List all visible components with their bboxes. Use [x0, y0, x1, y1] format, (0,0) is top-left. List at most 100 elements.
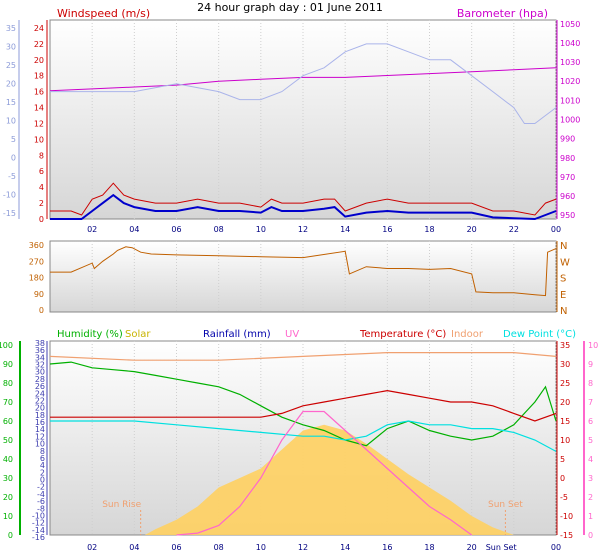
tick-label-temp-left: -14 [32, 526, 45, 535]
tick-label-temp-left: 28 [35, 375, 45, 384]
tick-label-uv: 2 [588, 493, 593, 502]
tick-label-wind: 18 [34, 72, 44, 81]
x-tick-label-bottom: 04 [129, 543, 139, 552]
tick-label-direction: 360 [29, 241, 44, 250]
series-label: Temperature (°C) [359, 329, 446, 340]
x-tick-label-bottom: 18 [424, 543, 434, 552]
tick-label-humidity: 70 [3, 398, 13, 407]
x-tick-label-bottom: 00 [551, 543, 561, 552]
tick-label-wind: 14 [34, 104, 44, 113]
tick-label-baro: 1050 [560, 20, 580, 29]
compass-label: N [560, 306, 567, 317]
x-tick-label: 08 [214, 225, 224, 234]
tick-label-uv: 6 [588, 417, 593, 426]
series-temp_light-line [50, 43, 557, 124]
tick-label-temp-right: 5 [560, 455, 565, 464]
tick-label-humidity: 80 [3, 379, 13, 388]
tick-label-temp-left: 6 [40, 454, 45, 463]
x-tick-label: 16 [382, 225, 392, 234]
tick-label-direction: 90 [34, 290, 44, 299]
tick-label-wind: 6 [39, 167, 44, 176]
x-tick-label: 00 [551, 225, 561, 234]
x-tick-label: 12 [298, 225, 308, 234]
x-tick-label: 10 [256, 225, 266, 234]
tick-label-uv: 4 [588, 455, 593, 464]
tick-label-temp-right: 30 [560, 360, 570, 369]
series-baro-line [49, 67, 557, 92]
tick-label-baro: 990 [560, 135, 575, 144]
tick-label-wind: 8 [39, 151, 44, 160]
tick-label-humidity: 100 [0, 341, 13, 350]
tick-label-temp-left: -4 [37, 490, 45, 499]
tick-label-baro: 1000 [560, 116, 580, 125]
tick-label-wind: 12 [34, 119, 44, 128]
wind-axis-title: Windspeed (m/s) [57, 7, 150, 20]
x-tick-label-bottom: 08 [214, 543, 224, 552]
tick-label-uv: 7 [588, 398, 593, 407]
x-tick-label: 02 [87, 225, 97, 234]
tick-label-secondary: 25 [6, 61, 16, 70]
tick-label-baro: 1030 [560, 58, 580, 67]
tick-label-temp-left: 34 [35, 353, 45, 362]
tick-label-temp-right: -10 [560, 512, 573, 521]
tick-label-temp-left: 0 [40, 476, 45, 485]
tick-label-temp-left: 36 [35, 346, 45, 355]
tick-label-wind: 16 [34, 88, 44, 97]
tick-label-temp-left: 16 [35, 418, 45, 427]
tick-label-secondary: 20 [6, 80, 16, 89]
tick-label-temp-left: 10 [35, 440, 45, 449]
tick-label-temp-left: 14 [35, 425, 45, 434]
tick-label-humidity: 60 [3, 417, 13, 426]
x-tick-label-bottom: 02 [87, 543, 97, 552]
x-tick-label-bottom: 16 [382, 543, 392, 552]
tick-label-humidity: 90 [3, 360, 13, 369]
tick-label-temp-right: 20 [560, 398, 570, 407]
tick-label-temp-left: 24 [35, 389, 45, 398]
tick-label-uv: 5 [588, 436, 593, 445]
tick-label-temp-right: -5 [560, 493, 568, 502]
tick-label-wind: 10 [34, 135, 44, 144]
sunset-label: Sun Set [488, 500, 523, 510]
x-tick-label-bottom: 10 [256, 543, 266, 552]
tick-label-baro: 960 [560, 192, 575, 201]
tick-label-temp-left: 2 [40, 468, 45, 477]
tick-label-temp-left: 12 [35, 432, 45, 441]
tick-label-temp-right: 35 [560, 341, 570, 350]
series-solar-area [144, 424, 514, 535]
tick-label-baro: 1020 [560, 77, 580, 86]
tick-label-uv: 0 [588, 531, 593, 540]
tick-label-secondary: 5 [11, 135, 16, 144]
tick-label-humidity: 0 [8, 531, 13, 540]
x-tick-label: 06 [171, 225, 181, 234]
tick-label-temp-left: 18 [35, 411, 45, 420]
tick-label-temp-right: -15 [560, 531, 573, 540]
tick-label-temp-right: 10 [560, 436, 570, 445]
baro-axis-title: Barometer (hpa) [457, 7, 548, 20]
series-label: Dew Point (°C) [503, 329, 576, 340]
series-gust-line [50, 182, 557, 216]
tick-label-temp-left: 4 [40, 461, 45, 470]
tick-label-temp-left: 8 [40, 447, 45, 456]
tick-label-humidity: 30 [3, 474, 13, 483]
tick-label-wind: 24 [34, 24, 44, 33]
tick-label-temp-left: -10 [32, 511, 45, 520]
series-avg-line [50, 193, 557, 221]
x-tick-label: 22 [509, 225, 519, 234]
tick-label-baro: 1040 [560, 39, 580, 48]
tick-label-wind: 20 [34, 56, 44, 65]
tick-label-temp-left: -16 [32, 533, 45, 542]
tick-label-wind: 0 [39, 215, 44, 224]
series-humidity-line [49, 361, 557, 447]
tick-label-temp-left: -2 [37, 483, 45, 492]
series-indoor-line [49, 352, 557, 361]
tick-label-temp-left: -8 [37, 504, 45, 513]
tick-label-temp-left: 38 [35, 339, 45, 348]
tick-label-secondary: 10 [6, 117, 16, 126]
tick-label-temp-right: 15 [560, 417, 570, 426]
tick-label-baro: 970 [560, 173, 575, 182]
compass-label: N [560, 241, 567, 252]
series-temperature-line [50, 389, 557, 422]
tick-label-temp-left: -6 [37, 497, 45, 506]
series-direction-line [50, 246, 557, 297]
